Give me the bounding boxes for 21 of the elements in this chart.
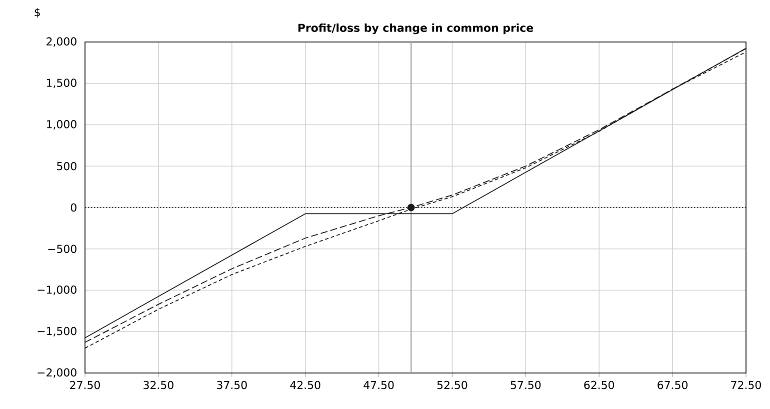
y-tick-label: −500	[48, 244, 76, 254]
x-tick-label: 37.50	[217, 380, 247, 390]
y-axis-title: $	[34, 8, 40, 18]
x-tick-label: 67.50	[658, 380, 688, 390]
y-tick-label: 1,500	[46, 78, 76, 88]
y-tick-label: −2,000	[38, 368, 76, 378]
y-tick-label: 0	[70, 203, 76, 212]
y-tick-label: 2,000	[46, 37, 76, 47]
x-tick-label: 32.50	[144, 380, 174, 390]
x-tick-label: 62.50	[584, 380, 614, 390]
x-tick-label: 52.50	[437, 380, 468, 390]
y-tick-label: −1,000	[38, 286, 76, 295]
x-tick-label: 27.50	[70, 380, 100, 390]
x-tick-label: 47.50	[364, 380, 394, 390]
y-tick-label: 1,000	[46, 120, 76, 130]
x-tick-label: 72.50	[731, 380, 761, 390]
y-tick-label: 500	[57, 162, 76, 170]
x-tick-label: 42.50	[290, 380, 320, 390]
y-tick-label: −1,500	[38, 326, 76, 336]
chart-title: Profit/loss by change in common price	[298, 23, 534, 34]
x-tick-label: 57.50	[510, 380, 541, 390]
